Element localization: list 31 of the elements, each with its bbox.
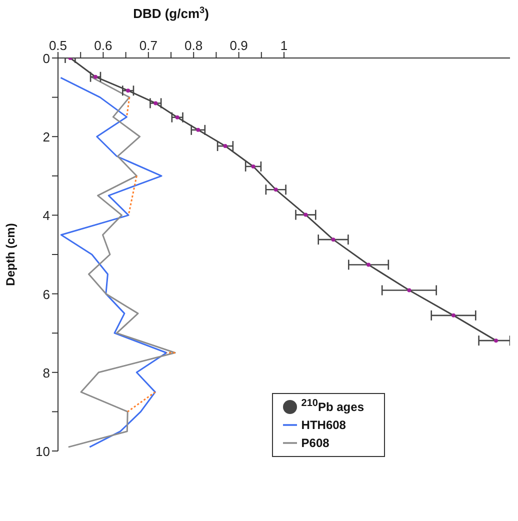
x-tick-label: 0.6 — [94, 38, 112, 53]
y-tick-label: 6 — [42, 286, 50, 302]
point — [126, 88, 130, 93]
legend-label: HTH608 — [301, 418, 346, 432]
y-axis-title: Depth (cm) — [3, 223, 18, 286]
y-tick-label: 0 — [42, 51, 50, 66]
point — [154, 101, 158, 106]
x-tick-label: 0.9 — [230, 38, 248, 53]
y-tick-label: 4 — [42, 208, 50, 224]
x-tick-label: 0.5 — [48, 38, 68, 53]
point — [175, 115, 180, 120]
x-axis-title: DBD (g/cm$^{3}$) — [133, 5, 209, 21]
x-tick-label: 0.7 — [139, 38, 158, 53]
point — [304, 212, 308, 217]
y-tick-label: 10 — [36, 444, 50, 459]
point — [251, 164, 256, 168]
point — [452, 313, 456, 318]
point — [366, 262, 371, 267]
x-tick-label: 0.8 — [184, 38, 203, 53]
y-tick-label: 2 — [42, 130, 50, 145]
point — [196, 128, 200, 132]
point — [274, 188, 278, 192]
x-tick-label: 1 — [280, 38, 288, 53]
point — [223, 144, 228, 148]
legend-label: P608 — [301, 436, 330, 450]
y-tick-label: 8 — [42, 365, 50, 380]
point — [331, 238, 336, 242]
point — [407, 288, 412, 292]
point — [494, 338, 498, 343]
point — [94, 74, 98, 79]
legend-label: $^{210}$Pb ages — [301, 398, 364, 414]
